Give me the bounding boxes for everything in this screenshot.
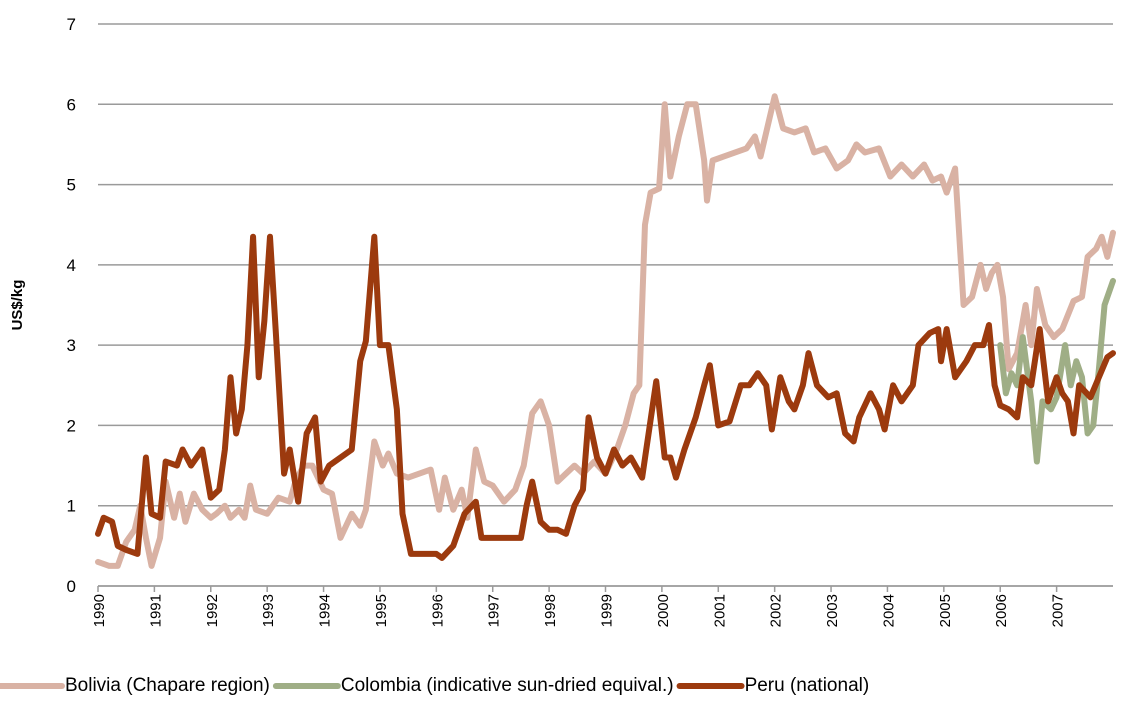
y-tick-label: 3 xyxy=(67,336,76,355)
legend-label: Colombia (indicative sun-dried equival.) xyxy=(341,675,674,696)
legend-label: Peru (national) xyxy=(745,675,870,696)
y-tick-label: 1 xyxy=(67,497,76,516)
y-tick-label: 6 xyxy=(67,95,76,114)
y-tick-label: 7 xyxy=(67,15,76,34)
legend-label: Bolivia (Chapare region) xyxy=(65,675,270,696)
y-tick-label: 2 xyxy=(67,416,76,435)
x-tick-label: 2002 xyxy=(768,594,785,627)
x-tick-label: 1990 xyxy=(91,594,108,627)
legend-item: Bolivia (Chapare region) xyxy=(0,675,270,696)
y-tick-label: 5 xyxy=(67,176,76,195)
y-axis-label: US$/kg xyxy=(9,280,26,331)
x-tick-label: 1994 xyxy=(317,594,334,627)
x-tick-label: 2001 xyxy=(711,594,728,627)
x-tick-label: 1998 xyxy=(542,594,559,627)
x-tick-label: 1995 xyxy=(373,594,390,627)
x-tick-label: 2003 xyxy=(824,594,841,627)
x-tick-label: 1993 xyxy=(260,594,277,627)
x-tick-label: 2007 xyxy=(1050,594,1067,627)
y-tick-label: 0 xyxy=(67,577,76,596)
y-tick-label: 4 xyxy=(67,256,76,275)
legend-item: Colombia (indicative sun-dried equival.) xyxy=(272,675,674,696)
x-tick-label: 2006 xyxy=(993,594,1010,627)
x-tick-label: 1997 xyxy=(486,594,503,627)
x-tick-label: 2000 xyxy=(655,594,672,627)
series-line xyxy=(997,277,1116,465)
x-tick-label: 1996 xyxy=(429,594,446,627)
series-line xyxy=(95,233,1116,561)
legend-item: Peru (national) xyxy=(676,675,870,696)
x-tick-label: 2004 xyxy=(880,594,897,627)
x-tick-label: 1991 xyxy=(147,594,164,627)
x-tick-label: 1999 xyxy=(599,594,616,627)
x-tick-label: 2005 xyxy=(937,594,954,627)
x-tick-label: 1992 xyxy=(204,594,221,627)
